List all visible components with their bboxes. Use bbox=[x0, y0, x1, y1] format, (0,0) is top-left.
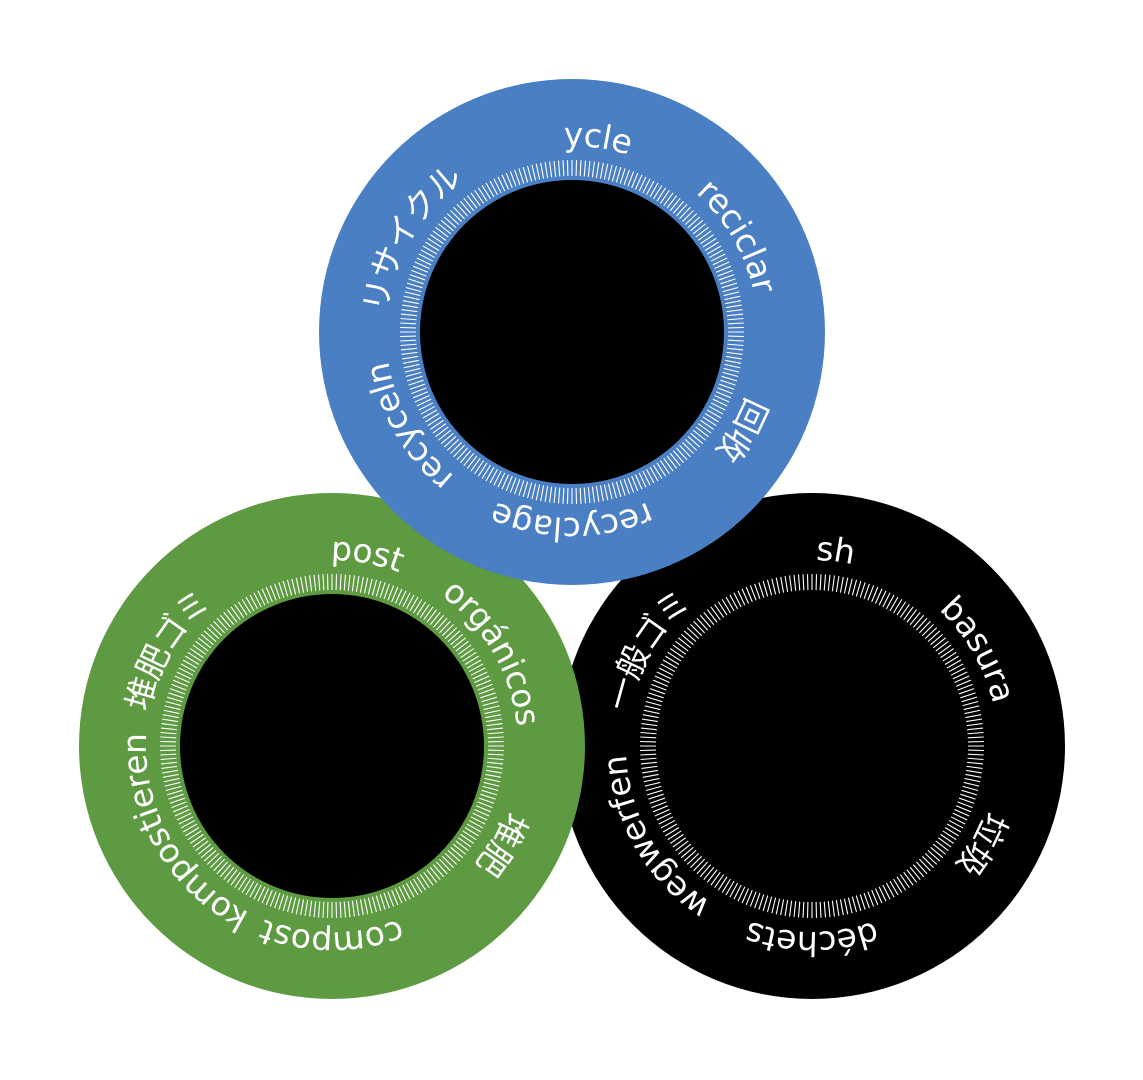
trash-tick-ring bbox=[640, 574, 984, 918]
recycle-opening[interactable] bbox=[420, 180, 724, 484]
compost-tick-ring bbox=[160, 574, 504, 918]
compost-opening[interactable] bbox=[180, 594, 484, 898]
recycle-tick-ring bbox=[400, 160, 744, 504]
trash-opening[interactable] bbox=[660, 594, 964, 898]
recycle-bin-lid: recyclereciclar回收recyclagerecycelnリサイクル bbox=[0, 0, 825, 585]
